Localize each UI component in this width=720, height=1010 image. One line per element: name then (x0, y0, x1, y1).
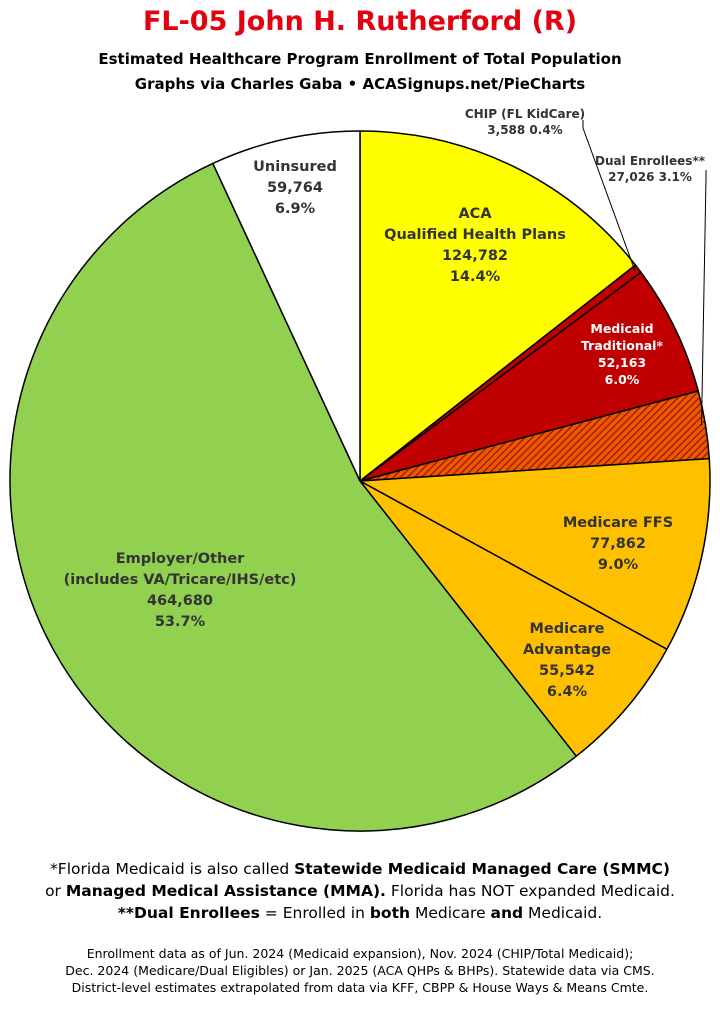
slice-label-medicare_adv: Medicare Advantage 55,542 6.4% (523, 621, 611, 700)
pie-slice-medicare_ffs (359, 457, 711, 650)
chart-title: FL-05 John H. Rutherford (R) (142, 6, 578, 37)
slice-label-employer: Employer/Other (includes VA/Tricare/IHS/e… (64, 551, 297, 630)
footnote-dual: **Dual Enrollees = Enrolled in both Medi… (117, 904, 603, 922)
slice-label-chip: CHIP (FL KidCare) 3,588 0.4% (465, 107, 585, 137)
pie-slices (9, 130, 711, 832)
pie-slice-aca (359, 130, 637, 482)
source-line-2: Dec. 2024 (Medicare/Dual Eligibles) or J… (65, 963, 655, 978)
footnote-mma: or Managed Medical Assistance (MMA). Flo… (45, 882, 675, 900)
pie-slice-medicare_adv (359, 480, 668, 757)
pie-slice-uninsured (212, 130, 361, 482)
slice-label-medicare_ffs: Medicare FFS 77,862 9.0% (563, 515, 673, 573)
leader-line-chip (582, 120, 636, 272)
slice-label-medicaid: Medicaid Traditional* 52,163 6.0% (581, 321, 663, 387)
slice-label-dual: Dual Enrollees** 27,026 3.1% (595, 154, 706, 184)
leader-line-dual (701, 170, 707, 426)
slice-label-aca: ACA Qualified Health Plans 124,782 14.4% (384, 206, 566, 285)
pie-slice-employer (9, 162, 578, 832)
leader-lines (582, 120, 707, 426)
source-line-3: District-level estimates extrapolated fr… (71, 980, 649, 995)
footnote-medicaid: *Florida Medicaid is also called Statewi… (50, 860, 670, 878)
chart-credit: Graphs via Charles Gaba • ACASignups.net… (134, 75, 586, 93)
chart-subtitle: Estimated Healthcare Program Enrollment … (98, 50, 622, 68)
source-line-1: Enrollment data as of Jun. 2024 (Medicai… (86, 946, 634, 961)
slice-label-uninsured: Uninsured 59,764 6.9% (253, 159, 337, 217)
pie-slice-medicaid (359, 271, 699, 482)
slice-labels: ACA Qualified Health Plans 124,782 14.4% CHI… (64, 107, 706, 700)
